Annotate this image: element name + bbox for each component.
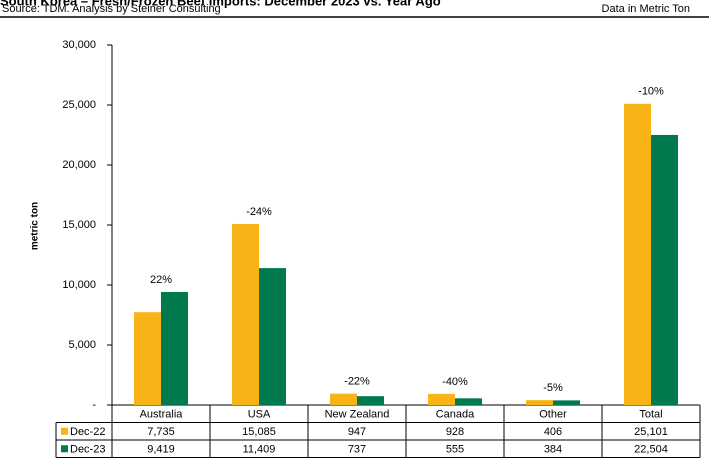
y-tick-label: 20,000 <box>62 159 96 171</box>
bar <box>330 393 357 405</box>
chart-title: South Korea – Fresh/Frozen Beef Imports:… <box>0 0 441 8</box>
bar <box>455 398 482 405</box>
data-label: 11,409 <box>243 444 276 456</box>
x-tick-label: Total <box>639 409 662 421</box>
y-tick-label: 30,000 <box>62 39 96 51</box>
bar <box>624 103 651 406</box>
bar <box>428 393 455 405</box>
data-label: 928 <box>446 426 464 438</box>
data-label: 555 <box>446 444 464 456</box>
bar <box>526 400 553 405</box>
x-tick-label: Australia <box>140 409 184 421</box>
legend-label: Dec-22 <box>70 426 105 438</box>
x-tick-label: New Zealand <box>325 409 390 421</box>
annotation: -22% <box>344 376 370 388</box>
y-tick-label: 5,000 <box>68 339 96 351</box>
y-axis-label: metric ton <box>30 202 41 250</box>
data-label: 22,504 <box>634 444 668 456</box>
bar <box>553 400 580 405</box>
data-label: 7,735 <box>147 426 175 438</box>
data-label: 25,101 <box>634 426 668 438</box>
y-tick-label: 10,000 <box>62 279 96 291</box>
x-tick-label: Other <box>539 409 567 421</box>
data-label: 384 <box>544 444 562 456</box>
data-label: 737 <box>348 444 366 456</box>
bar <box>259 268 286 405</box>
annotation: 22% <box>150 274 172 286</box>
legend-label: Dec-23 <box>70 444 105 456</box>
legend-swatch <box>61 445 68 453</box>
annotation: -10% <box>638 86 664 98</box>
bar <box>357 396 384 405</box>
annotation: -24% <box>246 206 272 218</box>
x-tick-label: Canada <box>436 409 475 421</box>
annotation: -5% <box>543 382 563 394</box>
x-tick-label: USA <box>248 409 271 421</box>
bar <box>161 291 188 405</box>
legend-swatch <box>61 427 68 435</box>
data-label: 947 <box>348 426 366 438</box>
y-tick-label: - <box>92 399 96 411</box>
chart-subtitle: Source: TDM. Analysis by Steiner Consult… <box>2 3 221 15</box>
chart-note: Data in Metric Ton <box>602 3 690 15</box>
bar <box>651 134 678 405</box>
data-label: 9,419 <box>147 444 175 456</box>
bar <box>232 223 259 405</box>
bar <box>134 312 161 405</box>
annotation: -40% <box>442 376 468 388</box>
y-tick-label: 25,000 <box>62 99 96 111</box>
y-tick-label: 15,000 <box>62 219 96 231</box>
data-label: 406 <box>544 426 562 438</box>
data-label: 15,085 <box>242 426 276 438</box>
